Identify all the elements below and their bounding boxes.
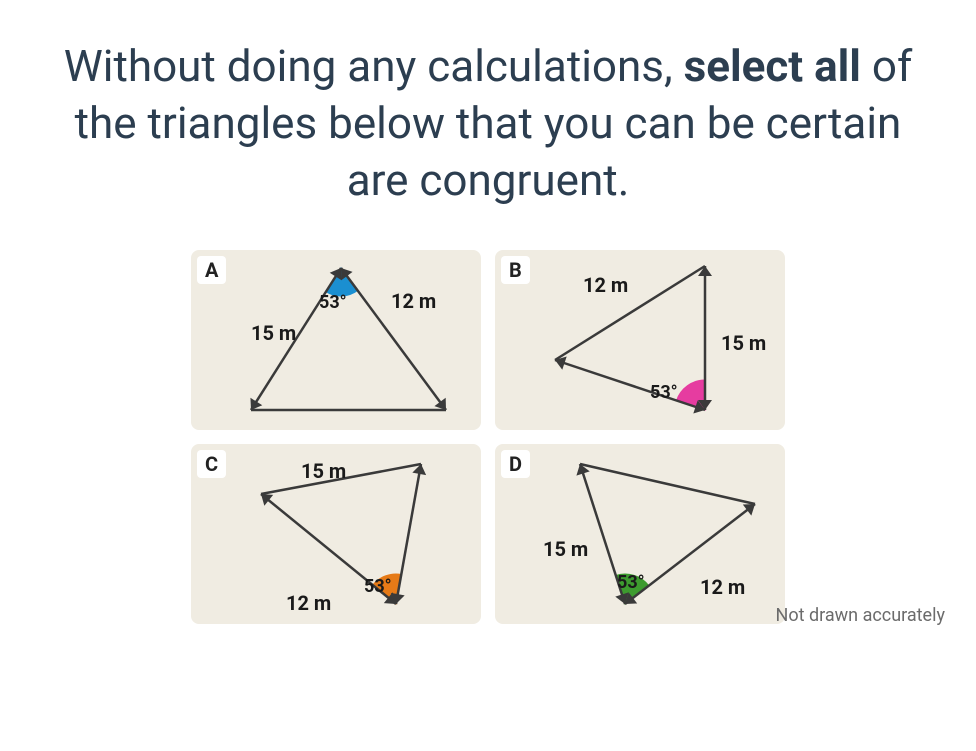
question-bold: select all	[684, 40, 861, 92]
triangle-card-d[interactable]: D 15 m 12 m 53°	[495, 444, 785, 624]
svg-text:53°: 53°	[617, 572, 645, 593]
svg-text:12 m: 12 m	[700, 575, 745, 599]
svg-text:12 m: 12 m	[583, 273, 628, 297]
card-label-d: D	[501, 450, 530, 478]
triangle-svg-c: 15 m 12 m 53°	[191, 444, 481, 624]
triangle-svg-b: 12 m 15 m 53°	[495, 250, 785, 430]
card-label-c: C	[197, 450, 226, 478]
triangle-grid: A 15 m 12 m 53° B 12 m 15 m 53° C 15 m 12 m 53…	[191, 250, 785, 624]
triangle-card-b[interactable]: B 12 m 15 m 53°	[495, 250, 785, 430]
svg-text:53°: 53°	[364, 576, 392, 597]
grid-outer: A 15 m 12 m 53° B 12 m 15 m 53° C 15 m 12 m 53…	[40, 250, 936, 624]
card-label-b: B	[501, 256, 530, 284]
triangle-card-c[interactable]: C 15 m 12 m 53°	[191, 444, 481, 624]
svg-text:12 m: 12 m	[286, 591, 331, 615]
triangle-card-a[interactable]: A 15 m 12 m 53°	[191, 250, 481, 430]
triangle-svg-d: 15 m 12 m 53°	[495, 444, 785, 624]
svg-text:15 m: 15 m	[301, 459, 346, 483]
question-text: Without doing any calculations, select a…	[40, 38, 936, 210]
card-label-a: A	[197, 256, 226, 284]
svg-text:15 m: 15 m	[543, 537, 588, 561]
svg-text:53°: 53°	[650, 382, 678, 403]
question-part1: Without doing any calculations,	[64, 40, 684, 92]
footnote: Not drawn accurately	[775, 605, 945, 626]
svg-text:12 m: 12 m	[391, 289, 436, 313]
triangle-svg-a: 15 m 12 m 53°	[191, 250, 481, 430]
svg-text:15 m: 15 m	[251, 321, 296, 345]
svg-text:15 m: 15 m	[721, 331, 766, 355]
svg-text:53°: 53°	[319, 292, 347, 313]
page: Without doing any calculations, select a…	[0, 0, 976, 751]
